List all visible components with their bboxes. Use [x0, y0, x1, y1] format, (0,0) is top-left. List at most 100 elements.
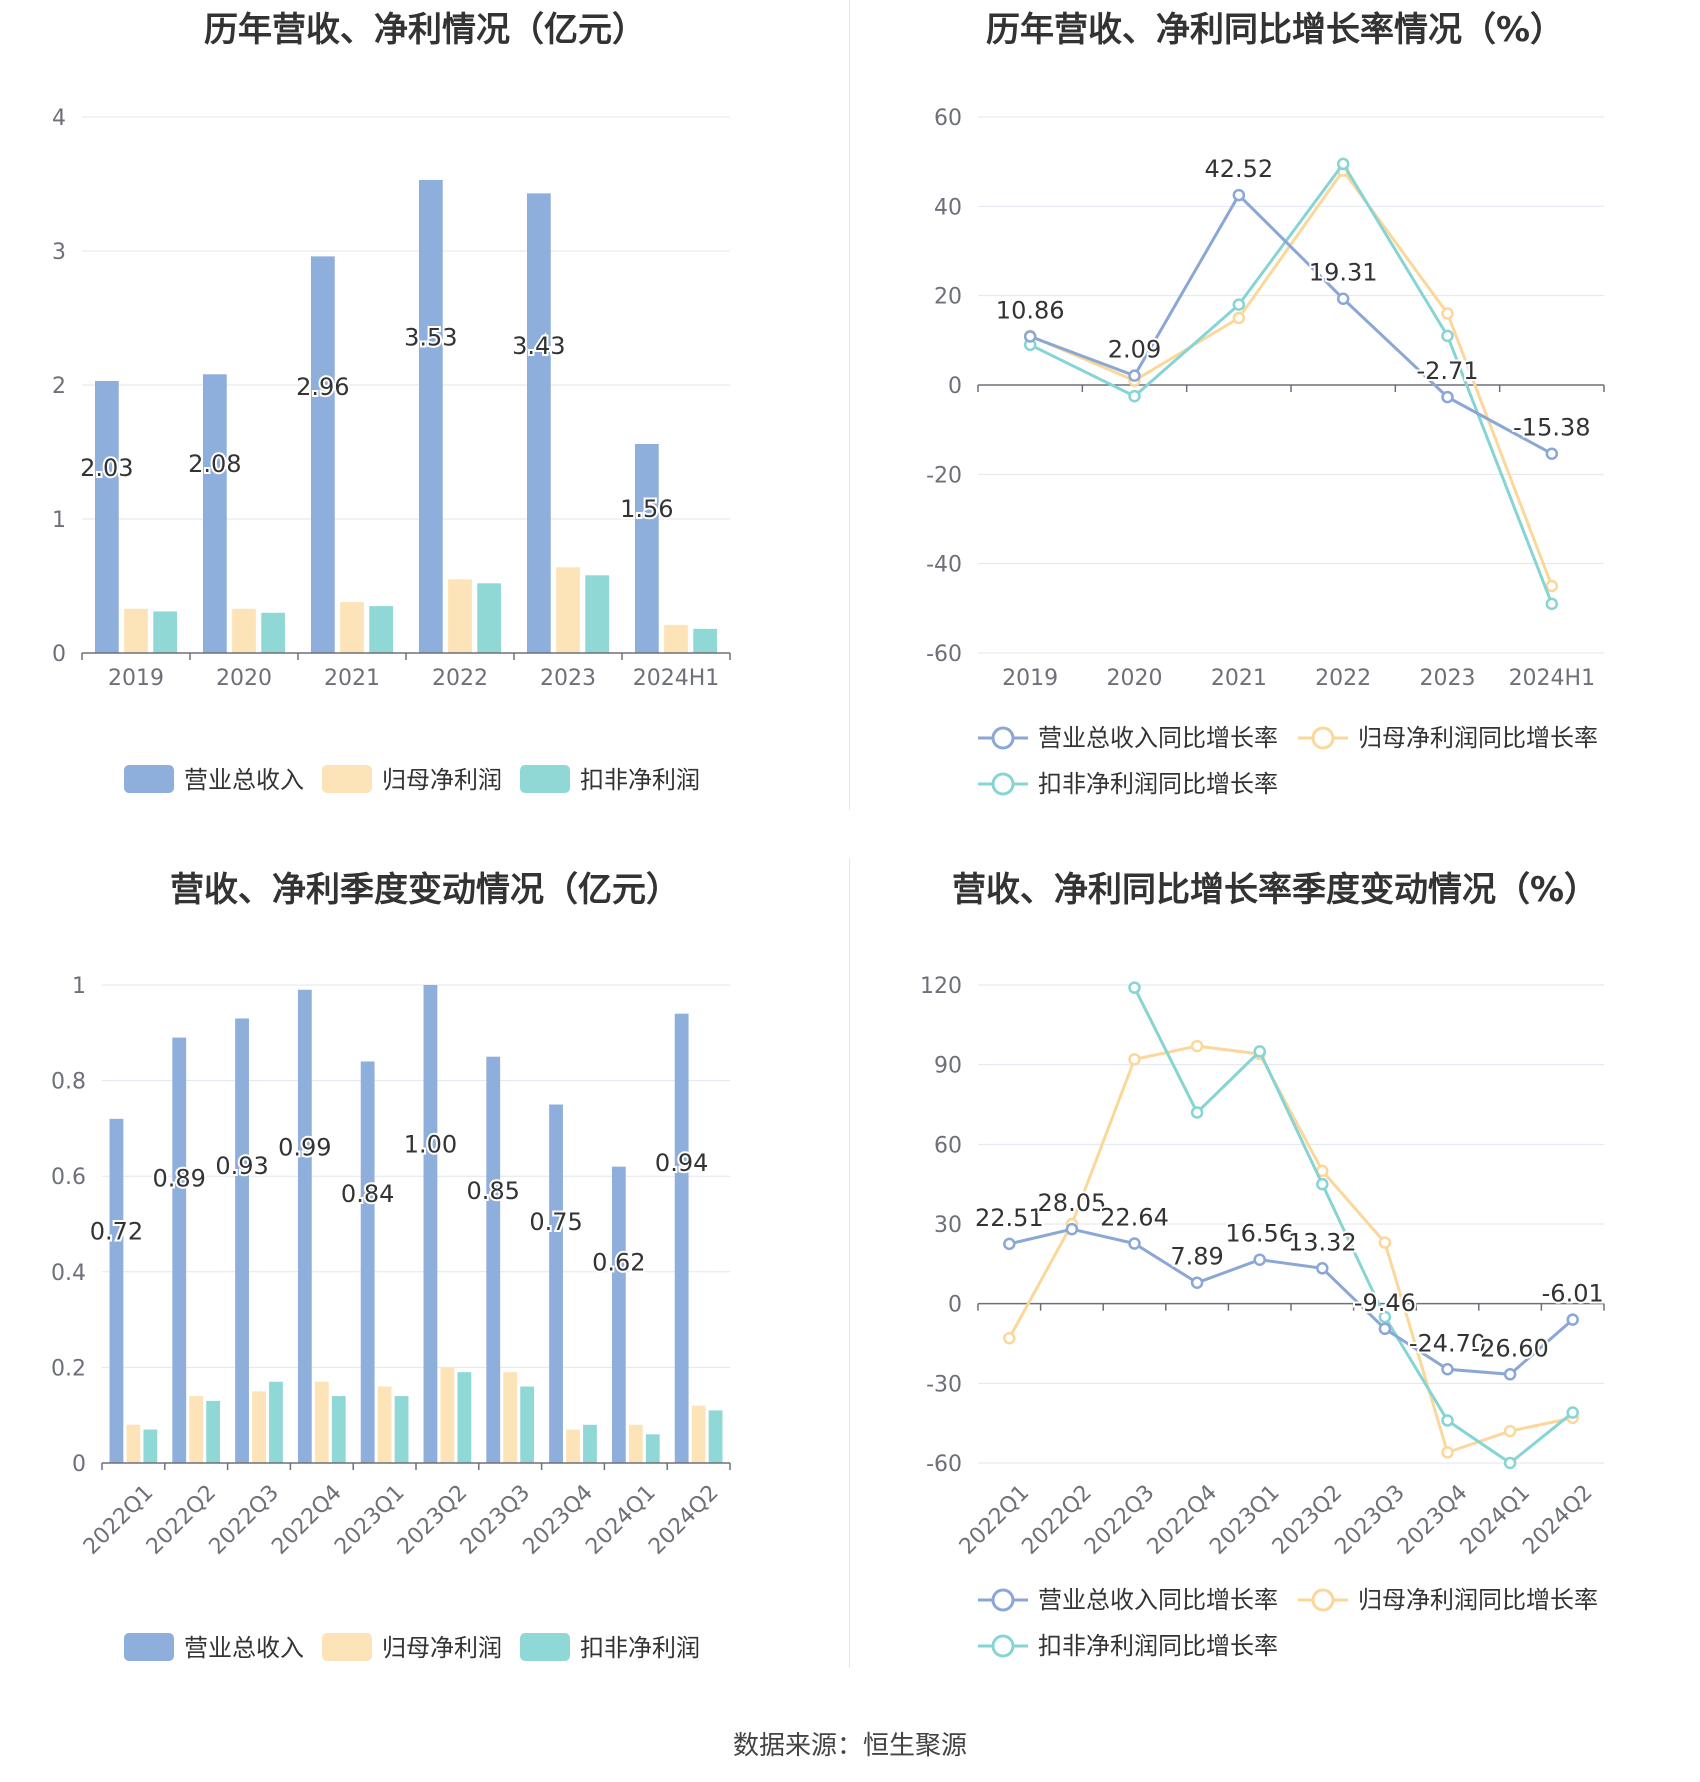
legend-marker: [991, 1588, 1015, 1612]
x-tick-label: 2020: [1107, 666, 1163, 691]
y-tick-label: 90: [934, 1054, 962, 1079]
y-tick-label: 60: [934, 106, 962, 131]
y-tick-label: 0.4: [51, 1261, 86, 1286]
point-value-label: -15.38: [1513, 414, 1590, 442]
bar-net-profit: [440, 1367, 455, 1463]
bar-deducted-profit: [269, 1381, 283, 1463]
bar-net-profit: [377, 1386, 392, 1463]
bar-value-label: 0.85: [467, 1177, 520, 1205]
data-point: [1503, 1456, 1517, 1470]
data-source-footer: 数据来源：恒生聚源: [732, 1731, 967, 1761]
bar-deducted-profit: [206, 1400, 221, 1463]
x-tick-label: 2020: [216, 666, 272, 691]
bar-value-label: 3.53: [404, 324, 457, 352]
x-tick-label: 2024Q2: [644, 1480, 723, 1559]
legend-swatch: [520, 1633, 570, 1661]
bar-value-label: 2.08: [188, 450, 241, 478]
data-point: [1232, 188, 1246, 202]
data-point: [1566, 1313, 1579, 1326]
point-value-label: -26.60: [1471, 1334, 1548, 1362]
bar-revenue: [172, 1037, 187, 1463]
annual-amount-plot: 0 1 2 3 4 2.03 2.08 2.96 3.53 3.43 1.56 2019 2020 202…: [52, 106, 731, 794]
annual-growth-plot: -60 -40 -20 0 20 40 60 10.86 2.09 42.52 19.31 -2.71…: [926, 106, 1605, 798]
bar-revenue: [423, 985, 438, 1463]
bar-net-profit: [691, 1405, 706, 1463]
bar-deducted-profit: [477, 583, 502, 653]
y-tick-label: -60: [926, 642, 962, 667]
bar-value-label: 2.96: [296, 373, 349, 401]
bar-deducted-profit: [585, 575, 610, 653]
data-point: [1003, 1331, 1016, 1345]
bar-revenue: [297, 989, 312, 1463]
legend-label: 归母净利润同比增长率: [1358, 1586, 1598, 1614]
data-point: [1378, 1310, 1392, 1324]
bar-deducted-profit: [708, 1410, 723, 1463]
bar-value-label: 0.84: [341, 1180, 394, 1208]
y-tick-label: 0.6: [51, 1165, 86, 1190]
data-point: [1545, 597, 1559, 611]
y-tick-label: 4: [52, 106, 66, 131]
data-point: [1336, 157, 1350, 171]
vertical-divider-bottom: [849, 858, 850, 1668]
y-tick-label: 3: [52, 240, 66, 265]
bar-net-profit: [628, 1424, 643, 1463]
y-tick-label: -40: [926, 553, 962, 578]
y-tick-label: -60: [926, 1452, 962, 1477]
data-point: [1190, 1276, 1204, 1289]
bar-revenue: [202, 374, 227, 653]
data-point: [1503, 1368, 1517, 1381]
bar-revenue: [549, 1104, 563, 1463]
bar-revenue: [634, 443, 659, 653]
series-line-revenue: [1029, 192, 1553, 456]
bar-revenue: [418, 179, 443, 654]
data-point: [1065, 1222, 1079, 1236]
legend-label: 归母净利润同比增长率: [1358, 724, 1598, 752]
data-point: [1023, 330, 1037, 343]
y-tick-label: 1: [72, 974, 86, 999]
bar-net-profit: [189, 1396, 204, 1463]
data-point: [1232, 311, 1246, 325]
x-tick-label: 2022: [1315, 666, 1371, 691]
y-tick-label: 0.2: [51, 1356, 86, 1381]
chart-title: 历年营收、净利同比增长率情况（%）: [985, 10, 1565, 50]
annual-growth-chart: 历年营收、净利同比增长率情况（%） -60 -40 -20 0 20 40 60 10.86 2…: [850, 0, 1700, 830]
quarterly-amount-chart: 营收、净利季度变动情况（亿元） 0 0.2 0.4 0.6 0.8 1 0.72 0.89 0.…: [0, 860, 850, 1690]
series-line-deducted-profit: [1133, 986, 1574, 1465]
legend-swatch: [124, 765, 174, 793]
annual-amount-chart: 历年营收、净利情况（亿元） 0 1 2 3 4 2.03 2.08 2.96 3.53 3.43 1…: [0, 0, 850, 830]
bar-net-profit: [340, 602, 364, 653]
bar-net-profit: [556, 567, 580, 653]
legend-label: 归母净利润: [382, 1634, 502, 1662]
legend-label: 营业总收入: [184, 766, 304, 794]
point-value-label: 22.51: [975, 1204, 1044, 1232]
data-point: [1128, 1053, 1141, 1066]
data-point: [1441, 329, 1454, 343]
bar-net-profit: [448, 579, 472, 653]
legend-swatch: [322, 1633, 372, 1661]
quarterly-growth-plot: -60 -30 0 30 60 90 120 22.5128.0522.647.8916.56…: [920, 974, 1606, 1660]
legend-label: 营业总收入同比增长率: [1038, 724, 1278, 752]
bar-value-label: 0.94: [655, 1149, 708, 1177]
bar-net-profit: [252, 1391, 266, 1463]
x-tick-label: 2021: [324, 666, 380, 691]
bar-revenue: [486, 1056, 501, 1463]
point-value-label: 2.09: [1108, 336, 1161, 364]
x-tick-label: 2019: [1002, 666, 1058, 691]
data-point: [1378, 1236, 1392, 1249]
bar-deducted-profit: [394, 1396, 409, 1463]
legend-swatch: [124, 1633, 174, 1661]
bar-value-label: 0.75: [529, 1208, 582, 1236]
point-value-label: -9.46: [1354, 1289, 1416, 1317]
legend-label: 扣非净利润: [580, 1634, 700, 1662]
point-value-label: 19.31: [1309, 259, 1378, 287]
bar-deducted-profit: [645, 1434, 660, 1463]
chart-title: 营收、净利同比增长率季度变动情况（%）: [951, 870, 1599, 910]
legend-marker: [991, 726, 1015, 750]
legend-marker: [991, 1634, 1015, 1658]
bar-revenue: [235, 1018, 249, 1463]
bar-value-label: 0.99: [278, 1133, 331, 1161]
series-line-net-profit: [1029, 168, 1554, 587]
point-value-label: -24.70: [1409, 1329, 1486, 1357]
data-point: [1190, 1106, 1204, 1119]
y-tick-label: 0: [948, 374, 962, 399]
